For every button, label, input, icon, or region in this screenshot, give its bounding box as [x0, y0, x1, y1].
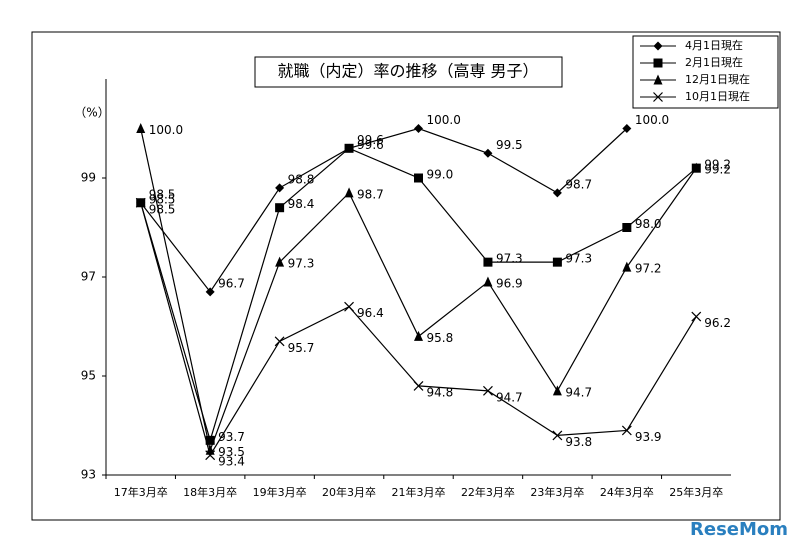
data-point	[274, 336, 285, 347]
data-label: 98.7	[565, 177, 592, 191]
data-label: 93.9	[635, 430, 662, 444]
x-tick-label: 18年3月卒	[183, 485, 237, 499]
series-line	[140, 202, 697, 457]
data-label: 98.8	[288, 172, 315, 186]
x-tick-label: 19年3月卒	[253, 485, 307, 499]
legend-marker	[653, 58, 663, 68]
data-point	[552, 430, 563, 441]
data-point	[552, 385, 562, 396]
y-tick-label: 93	[81, 468, 96, 482]
data-point	[691, 311, 702, 322]
legend-marker	[653, 41, 663, 51]
data-point	[344, 187, 354, 198]
data-point	[205, 287, 215, 297]
data-point	[205, 435, 215, 445]
data-point	[621, 425, 632, 436]
series-line	[140, 127, 628, 293]
data-label: 98.4	[288, 197, 315, 211]
legend-marker	[653, 74, 663, 85]
data-point	[135, 197, 146, 208]
data-label: 96.9	[496, 276, 523, 290]
data-point	[275, 256, 285, 267]
x-tick-label: 22年3月卒	[461, 485, 515, 499]
series-line	[140, 147, 697, 443]
data-label: 100.0	[149, 123, 183, 137]
data-point	[205, 450, 216, 461]
data-point	[413, 380, 424, 391]
y-tick-label: 99	[81, 171, 96, 185]
data-point	[344, 301, 354, 312]
data-point	[622, 223, 632, 232]
y-tick-label: 97	[81, 270, 96, 284]
x-tick-label: 17年3月卒	[114, 485, 168, 499]
data-label: 99.0	[427, 168, 454, 182]
data-label: 97.3	[496, 252, 523, 266]
x-tick-label: 20年3月卒	[322, 485, 376, 499]
data-point	[691, 162, 701, 173]
data-point	[483, 257, 493, 267]
data-label: 100.0	[635, 113, 669, 127]
data-label: 95.8	[427, 331, 454, 345]
data-point	[414, 124, 423, 133]
legend-label: 12月1日現在	[685, 73, 750, 86]
data-label: 93.8	[565, 435, 592, 449]
chart-title: 就職（内定）率の推移（高専 男子）	[277, 62, 538, 81]
data-point	[483, 276, 493, 287]
data-label: 100.0	[427, 113, 461, 127]
data-point	[136, 123, 146, 133]
watermark: ReseMom	[690, 519, 788, 540]
y-tick-label: 95	[81, 369, 96, 383]
x-tick-label: 21年3月卒	[392, 485, 446, 499]
data-label: 96.7	[218, 276, 245, 290]
data-label: 97.3	[565, 252, 592, 266]
data-label: 99.6	[357, 133, 384, 147]
data-label: 94.7	[565, 385, 592, 399]
legend-marker	[653, 92, 663, 102]
data-point	[552, 188, 562, 198]
x-tick-label: 25年3月卒	[669, 485, 723, 499]
data-point	[344, 143, 354, 153]
data-point	[483, 148, 493, 158]
data-label: 98.7	[357, 187, 384, 201]
data-label: 99.5	[496, 138, 523, 152]
data-point	[483, 385, 493, 396]
data-point	[414, 330, 423, 341]
data-label: 99.2	[704, 158, 731, 172]
data-label: 93.7	[218, 430, 245, 444]
data-label: 98.5	[149, 202, 176, 216]
x-tick-label: 23年3月卒	[530, 485, 584, 499]
data-label: 96.2	[704, 316, 731, 330]
data-point	[552, 257, 562, 267]
y-axis-label: （%）	[74, 106, 109, 120]
data-label: 93.4	[218, 455, 245, 469]
data-point	[275, 203, 285, 213]
legend-label: 2月1日現在	[685, 56, 743, 69]
data-label: 99.2	[704, 163, 731, 177]
data-point	[622, 124, 632, 133]
data-label: 96.4	[357, 306, 384, 320]
data-label: 94.7	[496, 390, 523, 404]
data-label: 94.8	[427, 385, 454, 399]
data-point	[622, 261, 632, 272]
data-label: 97.2	[635, 262, 662, 276]
data-label: 93.5	[218, 445, 245, 459]
chart-frame	[31, 31, 781, 521]
x-tick-label: 24年3月卒	[600, 485, 654, 499]
data-point	[414, 173, 423, 183]
data-label: 97.3	[288, 257, 315, 271]
legend-label: 10月1日現在	[685, 90, 750, 103]
title-box	[254, 56, 563, 88]
legend-label: 4月1日現在	[685, 39, 743, 52]
data-label: 95.7	[288, 341, 315, 355]
data-point	[275, 183, 285, 193]
data-label: 99.6	[357, 138, 384, 152]
